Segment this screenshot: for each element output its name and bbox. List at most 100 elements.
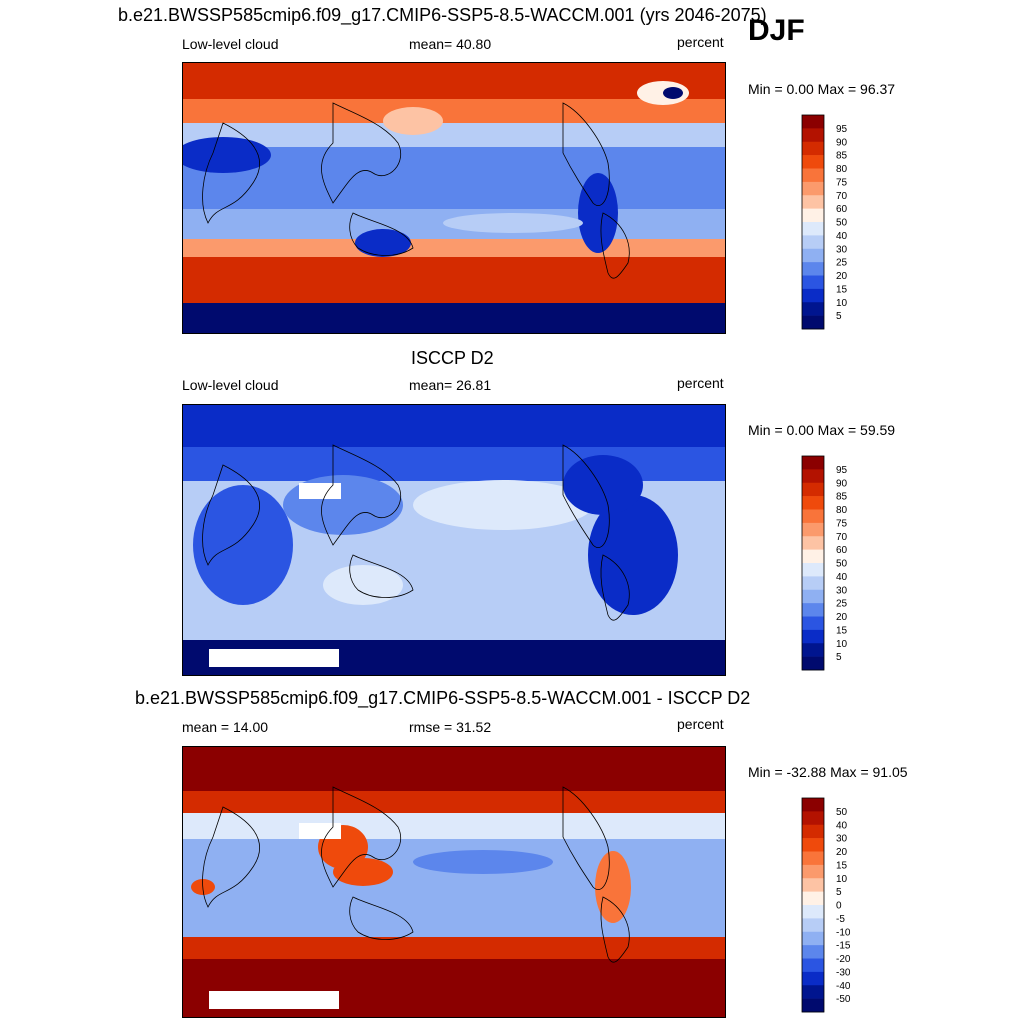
panel-3-map	[182, 746, 726, 1018]
colorbar-tick-label: -20	[836, 954, 851, 965]
colorbar-swatch	[802, 482, 824, 497]
colorbar-tick-label: 30	[836, 244, 848, 255]
colorbar-swatch	[802, 288, 824, 303]
colorbar-swatch	[802, 945, 824, 959]
panel-1-map	[182, 62, 726, 334]
colorbar-tick-label: 20	[836, 271, 848, 282]
colorbar-swatch	[802, 656, 824, 671]
colorbar-swatch	[802, 496, 824, 510]
panel-3-mean-label: mean = 14.00	[182, 719, 269, 735]
colorbar-tick-label: -5	[836, 914, 845, 925]
panel-3-title: b.e21.BWSSP585cmip6.f09_g17.CMIP6-SSP5-8…	[135, 688, 751, 708]
colorbar-tick-label: 75	[836, 518, 848, 529]
colorbar-tick-label: 60	[836, 204, 848, 215]
colorbar-tick-label: 90	[836, 137, 848, 148]
colorbar-tick-label: 95	[836, 124, 848, 135]
colorbar-tick-label: 25	[836, 599, 848, 610]
colorbar-tick-label: -10	[836, 927, 851, 938]
colorbar-tick-label: 30	[836, 834, 848, 845]
panel-2-colorbar: 95 90 85 80 75 70 60 50 40 30 25 20 15 10 5	[801, 455, 848, 671]
colorbar-swatch	[802, 878, 824, 892]
colorbar-swatch	[802, 643, 824, 657]
colorbar-swatch	[802, 616, 824, 631]
colorbar-frame	[801, 114, 825, 330]
colorbar-tick-label: 50	[836, 559, 848, 570]
colorbar-tick-label: -15	[836, 941, 851, 952]
colorbar-tick-label: 10	[836, 874, 848, 885]
colorbar-tick-label: 90	[836, 478, 848, 489]
colorbar-swatch	[802, 549, 824, 564]
colorbar-swatch	[802, 629, 824, 644]
colorbar-tick-label: -40	[836, 981, 851, 992]
colorbar-swatch	[802, 998, 824, 1013]
panel-1-map-field	[183, 63, 725, 333]
colorbar-tick-label: 80	[836, 164, 848, 175]
panel-1-colorbar-svg: 95 90 85 80 75 70 60 50 40 30 25 20 15 10 5	[801, 114, 848, 330]
colorbar-tick-label: 5	[836, 652, 842, 663]
colorbar-swatch	[802, 798, 824, 812]
colorbar-swatch	[802, 248, 824, 263]
colorbar-swatch	[802, 811, 824, 826]
colorbar-tick-label: 5	[836, 887, 842, 898]
colorbar-swatch	[802, 851, 824, 866]
colorbar-tick-label: 5	[836, 311, 842, 322]
colorbar-tick-label: -50	[836, 994, 851, 1005]
colorbar-tick-label: 40	[836, 572, 848, 583]
panel-2-mean-label: mean= 26.81	[409, 377, 492, 393]
colorbar-swatch	[802, 931, 824, 946]
colorbar-swatch	[802, 155, 824, 169]
colorbar-tick-label: 15	[836, 860, 848, 871]
colorbar-swatch	[802, 824, 824, 839]
colorbar-tick-label: 70	[836, 191, 848, 202]
panel-1-minmax-label: Min = 0.00 Max = 96.37	[748, 81, 896, 97]
panel-2-variable-label: Low-level cloud	[182, 377, 279, 393]
colorbar-swatch	[802, 603, 824, 617]
panel-2-map	[182, 404, 726, 676]
colorbar-tick-label: 80	[836, 505, 848, 516]
colorbar-swatch	[802, 891, 824, 906]
colorbar-swatch	[802, 469, 824, 484]
colorbar-tick-label: 40	[836, 820, 848, 831]
panel-2-title: ISCCP D2	[411, 348, 494, 368]
colorbar-swatch	[802, 536, 824, 550]
colorbar-swatch	[802, 302, 824, 316]
colorbar-tick-label: 95	[836, 465, 848, 476]
panel-3-colorbar: 50 40 30 20 15 10 5 0 -5 -10 -15 -20 -30 -40 -50	[801, 797, 851, 1013]
colorbar-swatch	[802, 958, 824, 973]
panel-3-map-field	[183, 747, 725, 1017]
panel-2-colorbar-svg: 95 90 85 80 75 70 60 50 40 30 25 20 15 10 5	[801, 455, 848, 671]
colorbar-swatch	[802, 262, 824, 276]
panel-1-colorbar: 95 90 85 80 75 70 60 50 40 30 25 20 15 10 5	[801, 114, 848, 330]
colorbar-swatch	[802, 509, 824, 524]
colorbar-tick-label: 85	[836, 151, 848, 162]
panel-3-units-label: percent	[677, 716, 724, 732]
panel-2-units-label: percent	[677, 375, 724, 391]
colorbar-swatch	[802, 275, 824, 290]
colorbar-tick-label: 85	[836, 492, 848, 503]
colorbar-tick-label: 50	[836, 218, 848, 229]
colorbar-swatch	[802, 838, 824, 852]
colorbar-tick-label: 15	[836, 284, 848, 295]
colorbar-tick-label: 25	[836, 258, 848, 269]
colorbar-swatch	[802, 522, 824, 537]
colorbar-swatch	[802, 222, 824, 236]
colorbar-tick-label: 10	[836, 298, 848, 309]
colorbar-tick-label: 15	[836, 625, 848, 636]
colorbar-tick-label: 30	[836, 585, 848, 596]
colorbar-swatch	[802, 128, 824, 143]
colorbar-tick-label: 20	[836, 612, 848, 623]
colorbar-tick-label: 60	[836, 545, 848, 556]
colorbar-tick-label: 0	[836, 901, 842, 912]
colorbar-swatch	[802, 971, 824, 986]
colorbar-tick-label: 70	[836, 532, 848, 543]
panel-3-minmax-label: Min = -32.88 Max = 91.05	[748, 764, 908, 780]
colorbar-tick-label: 10	[836, 639, 848, 650]
colorbar-swatch	[802, 456, 824, 470]
colorbar-frame	[801, 455, 825, 671]
colorbar-tick-label: -30	[836, 967, 851, 978]
panel-1-mean-label: mean= 40.80	[409, 36, 492, 52]
colorbar-swatch	[802, 168, 824, 183]
colorbar-swatch	[802, 563, 824, 577]
colorbar-tick-label: 40	[836, 231, 848, 242]
colorbar-swatch	[802, 864, 824, 879]
